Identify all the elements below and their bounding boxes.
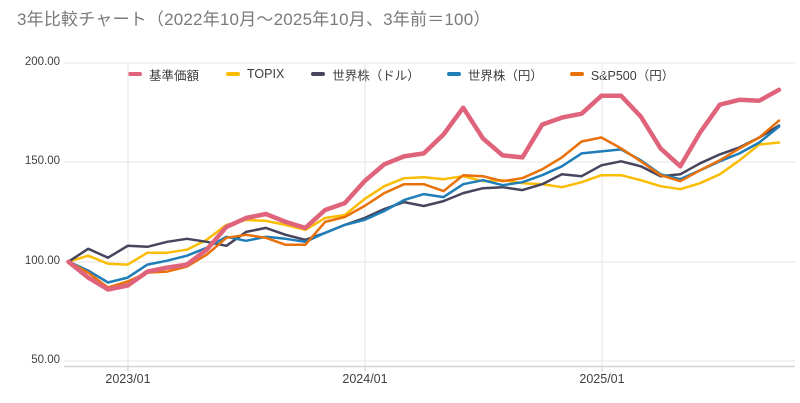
x-axis-line: [64, 365, 795, 372]
legend-item-world-usd[interactable]: 世界株（ドル）: [311, 65, 420, 84]
topix-series-swatch-icon: [226, 71, 241, 77]
series-line-3: [67, 125, 781, 284]
series-line-0: [66, 87, 782, 292]
world-jpy-series-swatch-icon: [446, 71, 461, 77]
x-axis-tick-2024-01: 2024/01: [342, 372, 388, 386]
legend-label: S&P500（円）: [590, 68, 675, 83]
legend-label: 世界株（円）: [467, 68, 543, 83]
horizontal-gridlines: [64, 62, 795, 362]
x-axis-tick-2023-01: 2023/01: [105, 372, 151, 386]
y-axis-tick-50: 50.00: [31, 354, 60, 366]
fund-series-swatch-icon: [128, 71, 142, 77]
legend-item-sp500-jpy[interactable]: S&P500（円）: [569, 65, 675, 84]
legend-item-fund[interactable]: 基準価額: [128, 65, 199, 84]
legend-item-world-jpy[interactable]: 世界株（円）: [446, 65, 543, 84]
chart-title: 3年比較チャート（2022年10月～2025年10月、3年前＝100）: [17, 10, 491, 29]
legend-label: 基準価額: [149, 68, 200, 83]
legend-item-topix[interactable]: TOPIX: [226, 67, 284, 81]
chart-legend: 基準価額 TOPIX 世界株（ドル） 世界株（円） S&P500（円）: [128, 65, 675, 84]
y-axis-tick-100: 100.00: [24, 255, 60, 267]
y-axis-tick-200: 200.00: [24, 56, 60, 68]
y-axis-tick-150: 150.00: [24, 155, 60, 167]
series-lines: [66, 87, 782, 292]
vertical-gridlines: [127, 63, 603, 366]
series-line-1: [67, 141, 781, 266]
legend-label: 世界株（ドル）: [332, 68, 420, 83]
world-usd-series-swatch-icon: [311, 71, 326, 77]
x-axis-tick-2025-01: 2025/01: [579, 372, 625, 386]
legend-label: TOPIX: [247, 67, 285, 81]
sp500-jpy-series-swatch-icon: [569, 71, 584, 77]
